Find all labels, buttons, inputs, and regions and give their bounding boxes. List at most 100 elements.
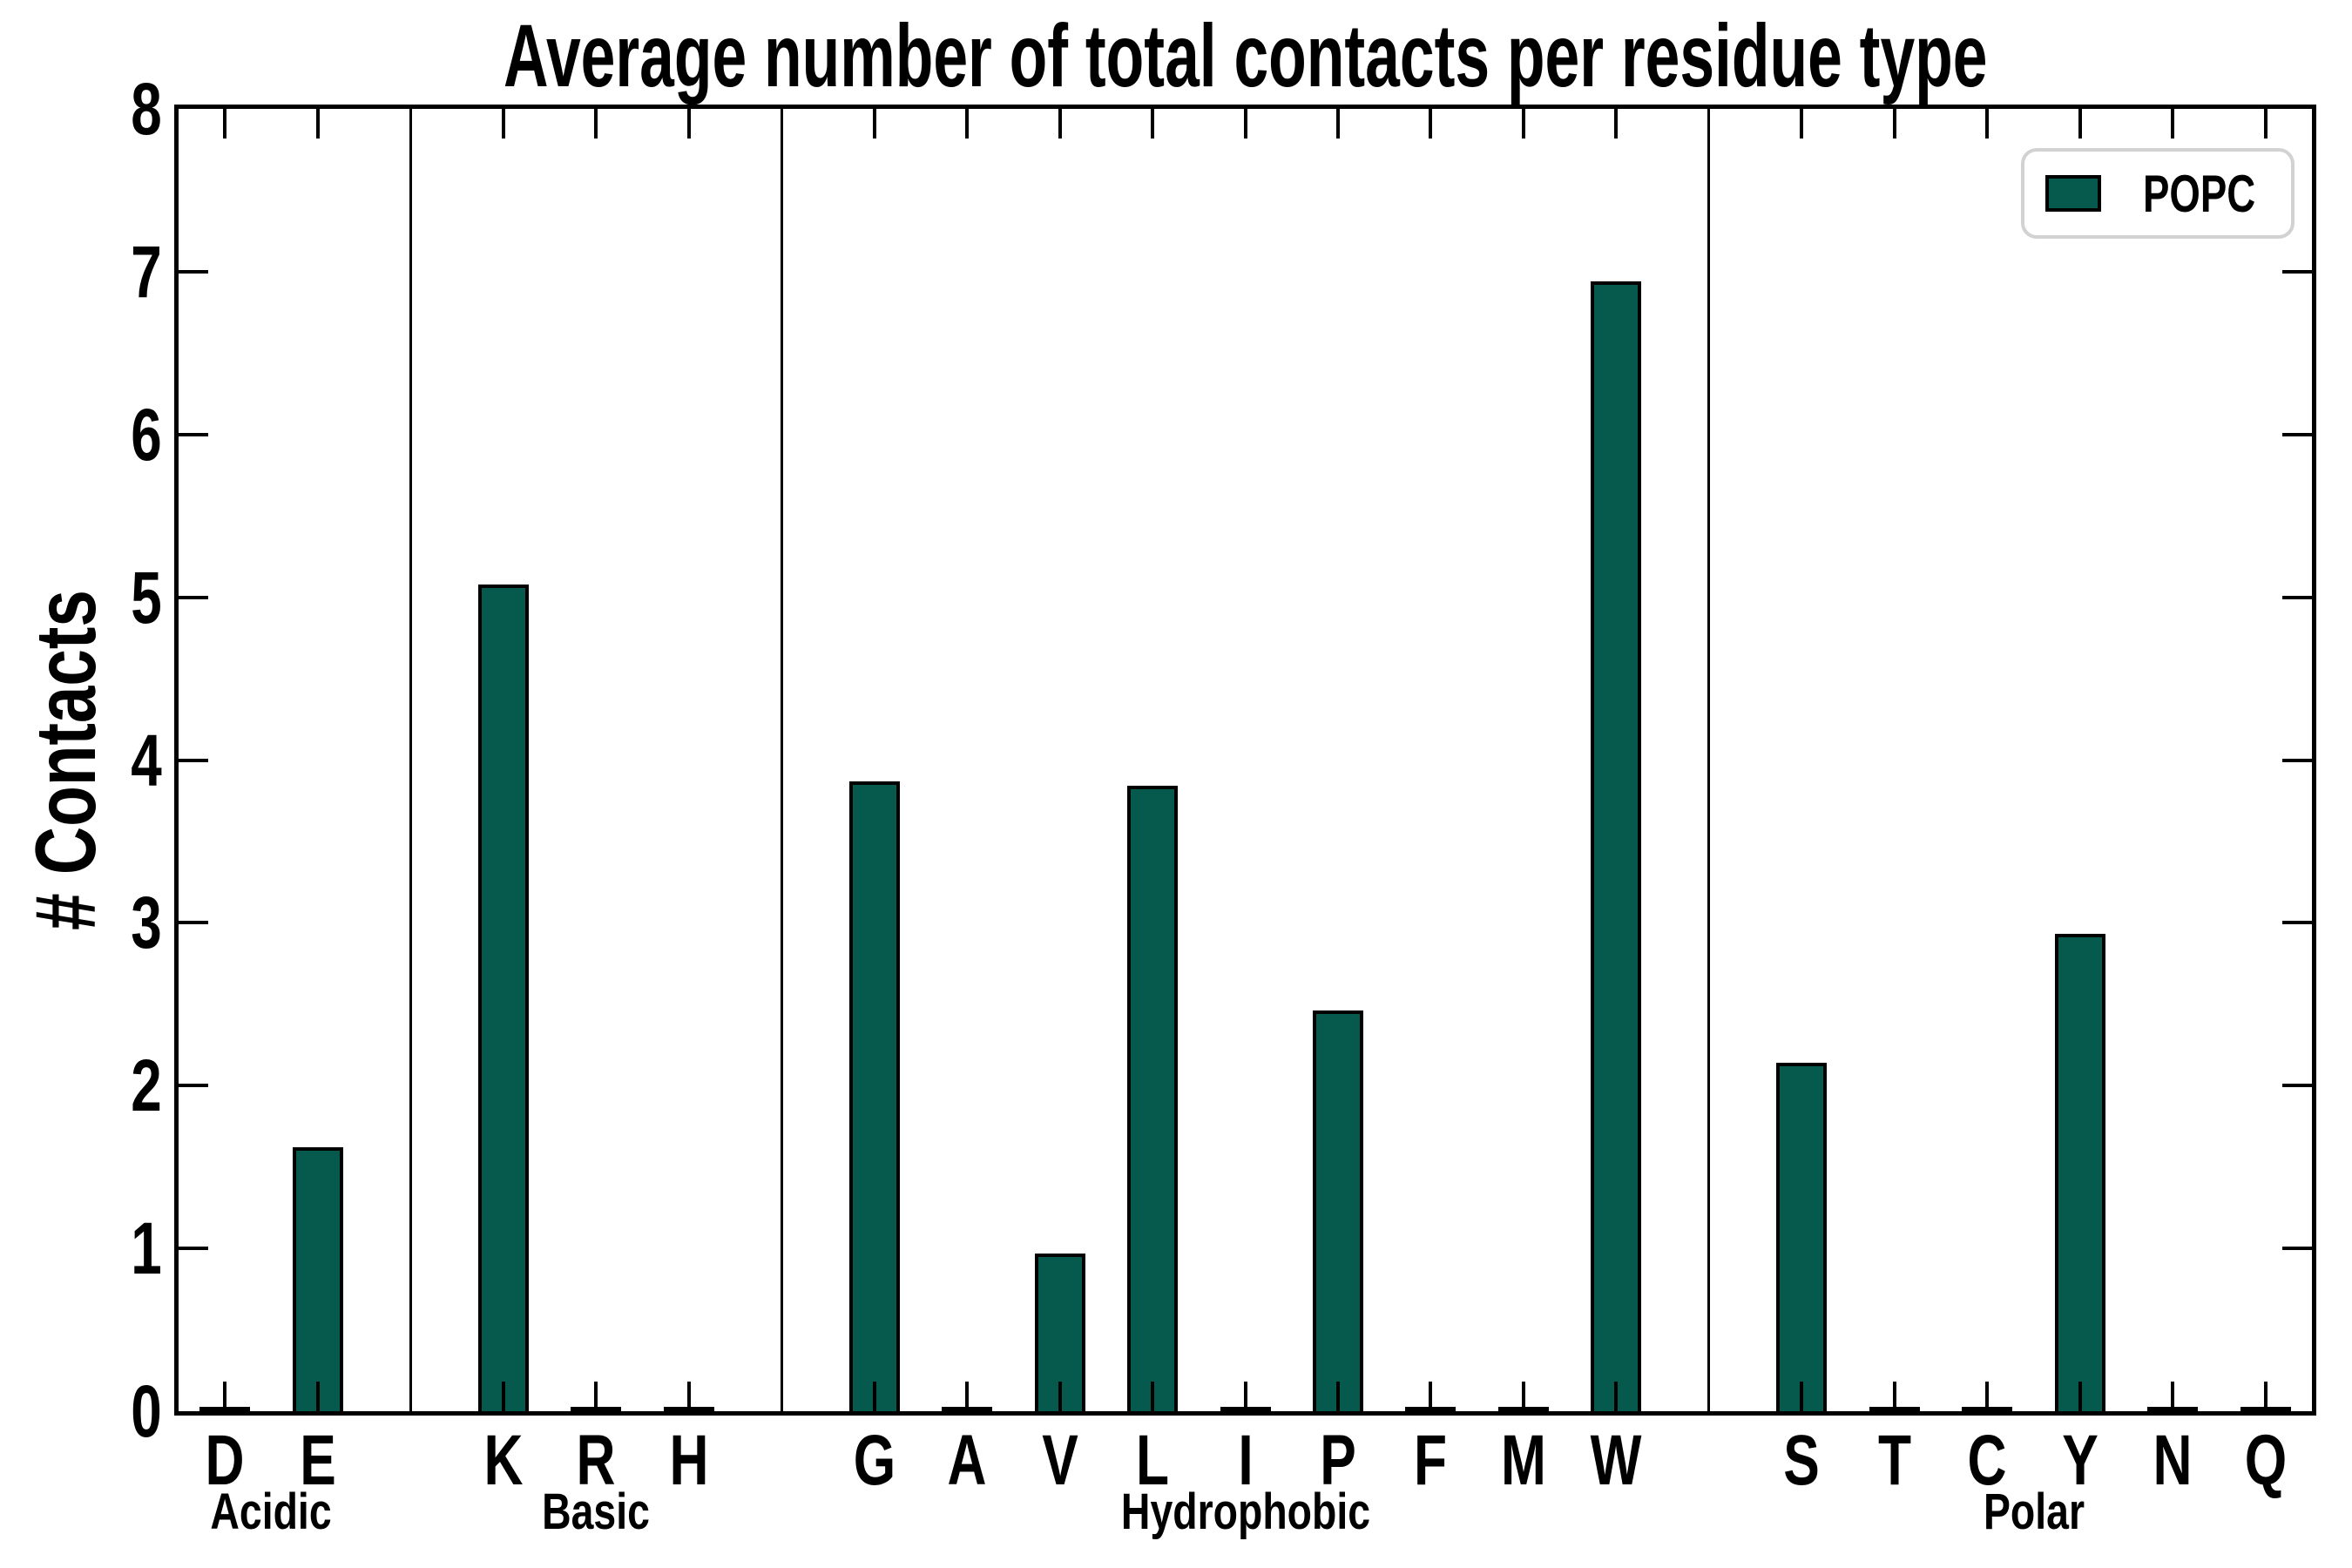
x-tick-bottom-I	[1243, 1382, 1247, 1411]
y-tick-right-1	[2282, 1247, 2312, 1251]
y-tick-right-7	[2282, 269, 2312, 274]
x-tick-bottom-L	[1151, 1382, 1155, 1411]
x-tick-top-S	[1800, 109, 1804, 139]
chart-title: Average number of total contacts per res…	[179, 5, 2312, 107]
y-tick-left-5	[179, 595, 208, 599]
x-label-K: K	[483, 1421, 524, 1500]
y-tick-left-6	[179, 432, 208, 436]
x-label-P: P	[1320, 1421, 1356, 1500]
x-tick-top-I	[1243, 109, 1247, 139]
x-tick-top-W	[1614, 109, 1619, 139]
group-labels: Acidic Basic Hydrophobic Polar	[179, 1486, 2312, 1538]
y-tick-label-0: 0	[131, 1370, 162, 1452]
x-tick-bottom-W	[1614, 1382, 1619, 1411]
bar-S	[1776, 1063, 1828, 1411]
x-tick-top-R	[594, 109, 598, 139]
y-tick-right-4	[2282, 758, 2312, 762]
x-tick-bottom-Q	[2263, 1382, 2268, 1411]
x-tick-top-M	[1521, 109, 1525, 139]
x-tick-bottom-K	[501, 1382, 505, 1411]
x-label-E: E	[299, 1421, 336, 1500]
x-label-R: R	[576, 1421, 616, 1500]
y-tick-left-2	[179, 1084, 208, 1088]
bar-K	[477, 584, 529, 1411]
y-tick-right-2	[2282, 1084, 2312, 1088]
x-tick-top-Y	[2078, 109, 2082, 139]
group-label-hydrophobic: Hydrophobic	[1120, 1484, 1370, 1540]
plot-area	[174, 105, 2316, 1416]
bar-Y	[2054, 934, 2105, 1411]
x-tick-bottom-F	[1429, 1382, 1433, 1411]
x-label-G: G	[853, 1421, 896, 1500]
x-label-C: C	[1967, 1421, 2007, 1500]
x-label-D: D	[205, 1421, 245, 1500]
x-tick-bottom-N	[2171, 1382, 2175, 1411]
x-label-I: I	[1237, 1421, 1254, 1500]
x-label-L: L	[1135, 1421, 1170, 1500]
x-tick-bottom-G	[872, 1382, 876, 1411]
y-tick-label-3: 3	[131, 882, 162, 964]
x-label-V: V	[1041, 1421, 1078, 1500]
x-tick-bottom-E	[315, 1382, 320, 1411]
x-label-T: T	[1877, 1421, 1911, 1500]
y-tick-label-4: 4	[131, 719, 162, 801]
x-tick-bottom-Y	[2078, 1382, 2082, 1411]
x-tick-bottom-M	[1521, 1382, 1525, 1411]
x-tick-bottom-T	[1892, 1382, 1896, 1411]
group-separator	[780, 109, 783, 1411]
bar-L	[1127, 786, 1179, 1411]
y-tick-right-3	[2282, 921, 2312, 925]
y-tick-label-1: 1	[131, 1207, 162, 1290]
x-label-A: A	[947, 1421, 987, 1500]
y-tick-left-4	[179, 758, 208, 762]
x-tick-top-K	[501, 109, 505, 139]
legend-entry-label: POPC	[2142, 164, 2256, 223]
group-separator	[409, 109, 412, 1411]
x-tick-bottom-P	[1335, 1382, 1340, 1411]
bar-E	[292, 1147, 343, 1411]
x-tick-top-T	[1892, 109, 1896, 139]
y-tick-label-6: 6	[131, 393, 162, 476]
y-tick-left-1	[179, 1247, 208, 1251]
x-tick-top-F	[1429, 109, 1433, 139]
y-tick-label-8: 8	[131, 68, 162, 150]
group-separator	[1707, 109, 1711, 1411]
y-tick-labels: 0 1 2 3 4 5 6 7 8	[0, 68, 162, 1452]
x-tick-bottom-S	[1800, 1382, 1804, 1411]
y-tick-label-2: 2	[131, 1044, 162, 1127]
x-tick-top-E	[315, 109, 320, 139]
x-tick-top-V	[1058, 109, 1062, 139]
chart-title-text: Average number of total contacts per res…	[503, 6, 1988, 105]
bar-W	[1591, 281, 1642, 1411]
y-tick-label-5: 5	[131, 556, 162, 639]
x-tick-top-P	[1335, 109, 1340, 139]
x-tick-top-G	[872, 109, 876, 139]
x-tick-bottom-H	[686, 1382, 691, 1411]
y-tick-left-7	[179, 269, 208, 274]
x-tick-bottom-C	[1985, 1382, 1990, 1411]
x-label-N: N	[2153, 1421, 2193, 1500]
x-label-Q: Q	[2244, 1421, 2287, 1500]
x-tick-bottom-V	[1058, 1382, 1062, 1411]
x-tick-top-H	[686, 109, 691, 139]
x-tick-bottom-D	[223, 1382, 227, 1411]
x-label-H: H	[669, 1421, 709, 1500]
x-label-W: W	[1590, 1421, 1642, 1500]
x-label-S: S	[1783, 1421, 1821, 1500]
y-tick-left-3	[179, 921, 208, 925]
x-tick-top-D	[223, 109, 227, 139]
x-tick-top-L	[1151, 109, 1155, 139]
x-tick-top-N	[2171, 109, 2175, 139]
x-tick-top-Q	[2263, 109, 2268, 139]
y-tick-right-6	[2282, 432, 2312, 436]
group-label-basic: Basic	[542, 1484, 651, 1540]
bar-G	[848, 781, 900, 1411]
x-label-M: M	[1500, 1421, 1546, 1500]
x-tick-top-C	[1985, 109, 1990, 139]
x-tick-bottom-A	[965, 1382, 970, 1411]
x-label-F: F	[1414, 1421, 1448, 1500]
y-tick-label-7: 7	[131, 230, 162, 313]
group-label-polar: Polar	[1983, 1484, 2085, 1540]
